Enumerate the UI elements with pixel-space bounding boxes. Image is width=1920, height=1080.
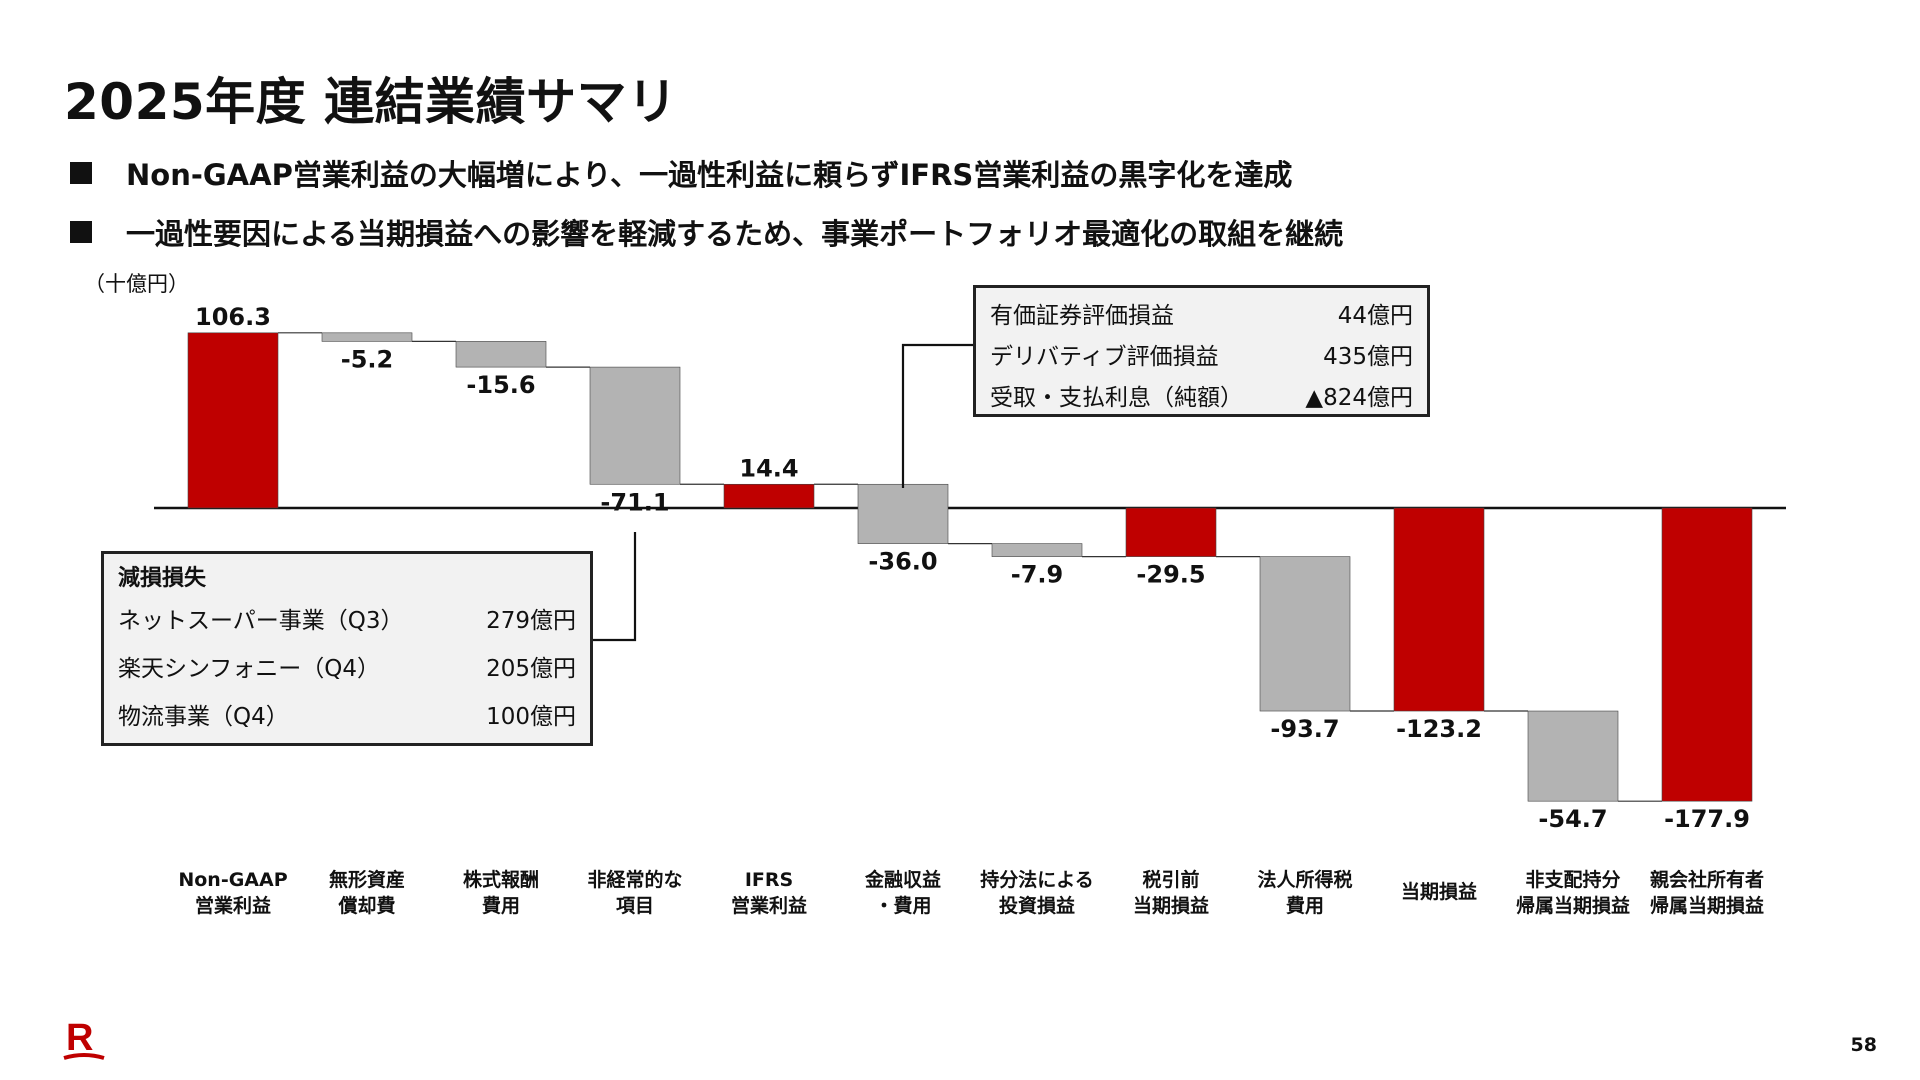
finance-row-label: 受取・支払利息（純額） [990, 384, 1243, 411]
data-label: -177.9 [1664, 805, 1750, 833]
bullet-item: 一過性要因による当期損益への影響を軽減するため、事業ポートフォリオ最適化の取組を… [70, 211, 1343, 253]
impairment-box-title: 減損損失 [118, 566, 207, 591]
bullet-item: Non-GAAP営業利益の大幅増により、一過性利益に頼らずIFRS営業利益の黒字… [70, 152, 1343, 194]
category-label: 金融収益 [864, 868, 941, 891]
bar-total [723, 483, 815, 509]
category-label: Non-GAAP [178, 869, 287, 891]
summary-bullets: Non-GAAP営業利益の大幅増により、一過性利益に頼らずIFRS営業利益の黒字… [70, 152, 1343, 270]
finance-income-box: 有価証券評価損益 44億円 デリバティブ評価損益 435億円 受取・支払利息（純… [973, 285, 1430, 417]
bar-total [187, 332, 279, 509]
category-label: 非支配持分 [1525, 868, 1620, 891]
data-label: -36.0 [868, 548, 937, 576]
impairment-row-label: 物流事業（Q4） [118, 704, 289, 730]
finance-row-value: 44億円 [1337, 302, 1413, 329]
category-label: 持分法による [980, 868, 1093, 891]
data-label: -5.2 [341, 345, 393, 373]
data-label: 14.4 [739, 454, 798, 482]
category-label: 費用 [482, 894, 520, 917]
bar-total [1393, 507, 1485, 712]
category-label: 項目 [616, 895, 654, 917]
bar-delta [455, 341, 547, 368]
bar-delta [857, 483, 949, 544]
category-label: 帰属当期損益 [1516, 894, 1630, 917]
impairment-row-label: 楽天シンフォニー（Q4） [118, 656, 381, 682]
impairment-row-value: 279億円 [486, 608, 576, 634]
bar-delta [1259, 556, 1351, 712]
bar-delta [991, 543, 1083, 557]
bullet-square-icon [70, 162, 92, 184]
impairment-row: ネットスーパー事業（Q3） 279億円 [118, 594, 576, 642]
data-label: -15.6 [466, 371, 535, 399]
category-label: 非経常的な [587, 868, 682, 891]
category-label: 税引前 [1142, 868, 1199, 891]
category-label: 当期損益 [1401, 880, 1477, 903]
bar-delta [1527, 710, 1619, 802]
svg-text:R: R [66, 1017, 93, 1059]
category-label: 費用 [1286, 894, 1324, 917]
category-label: 株式報酬 [463, 868, 539, 891]
category-label: 法人所得税 [1257, 868, 1352, 891]
finance-leader-line [901, 343, 973, 488]
page-number: 58 [1850, 1034, 1877, 1056]
data-label: -29.5 [1136, 561, 1205, 589]
finance-row: 受取・支払利息（純額） ▲824億円 [990, 374, 1413, 415]
bullet-square-icon [70, 221, 92, 243]
finance-row-label: 有価証券評価損益 [990, 302, 1174, 329]
category-label: IFRS [745, 869, 793, 891]
data-label: -54.7 [1538, 805, 1607, 833]
category-label: 帰属当期損益 [1650, 894, 1764, 917]
bar-total [1125, 507, 1217, 557]
category-label: 無形資産 [329, 868, 405, 891]
finance-row: デリバティブ評価損益 435億円 [990, 333, 1413, 374]
category-label: 投資損益 [999, 894, 1075, 917]
category-label: 償却費 [337, 894, 395, 917]
finance-row-value: ▲824億円 [1305, 384, 1413, 411]
finance-row-label: デリバティブ評価損益 [990, 343, 1219, 370]
impairment-row: 楽天シンフォニー（Q4） 205億円 [118, 642, 576, 690]
category-label: 親会社所有者 [1650, 868, 1764, 891]
impairment-row-value: 205億円 [486, 656, 576, 682]
data-label: -7.9 [1011, 561, 1063, 589]
data-label: 106.3 [195, 303, 271, 331]
page-title: 2025年度 連結業績サマリ [64, 73, 678, 131]
bar-delta [589, 366, 681, 485]
category-label: ・費用 [874, 894, 931, 917]
bullet-text: 一過性要因による当期損益への影響を軽減するため、事業ポートフォリオ最適化の取組を… [126, 217, 1344, 251]
impairment-leader-line [593, 532, 637, 642]
finance-row-value: 435億円 [1323, 343, 1413, 370]
impairment-loss-box: 減損損失 ネットスーパー事業（Q3） 279億円 楽天シンフォニー（Q4） 20… [101, 551, 593, 746]
bar-delta [321, 332, 413, 342]
bar-total [1661, 507, 1753, 802]
category-label: 営業利益 [731, 894, 807, 917]
data-label: -123.2 [1396, 715, 1482, 743]
data-label: -71.1 [600, 488, 669, 516]
bullet-text: Non-GAAP営業利益の大幅増により、一過性利益に頼らずIFRS営業利益の黒字… [126, 158, 1293, 192]
impairment-row-label: ネットスーパー事業（Q3） [118, 608, 404, 634]
impairment-row-value: 100億円 [486, 704, 576, 730]
impairment-row: 物流事業（Q4） 100億円 [118, 690, 576, 738]
category-label: 当期損益 [1133, 894, 1209, 917]
data-label: -93.7 [1270, 715, 1339, 743]
unit-label: （十億円） [84, 272, 189, 296]
category-label: 営業利益 [195, 894, 271, 917]
rakuten-logo: R [62, 1014, 106, 1068]
finance-row: 有価証券評価損益 44億円 [990, 292, 1413, 333]
